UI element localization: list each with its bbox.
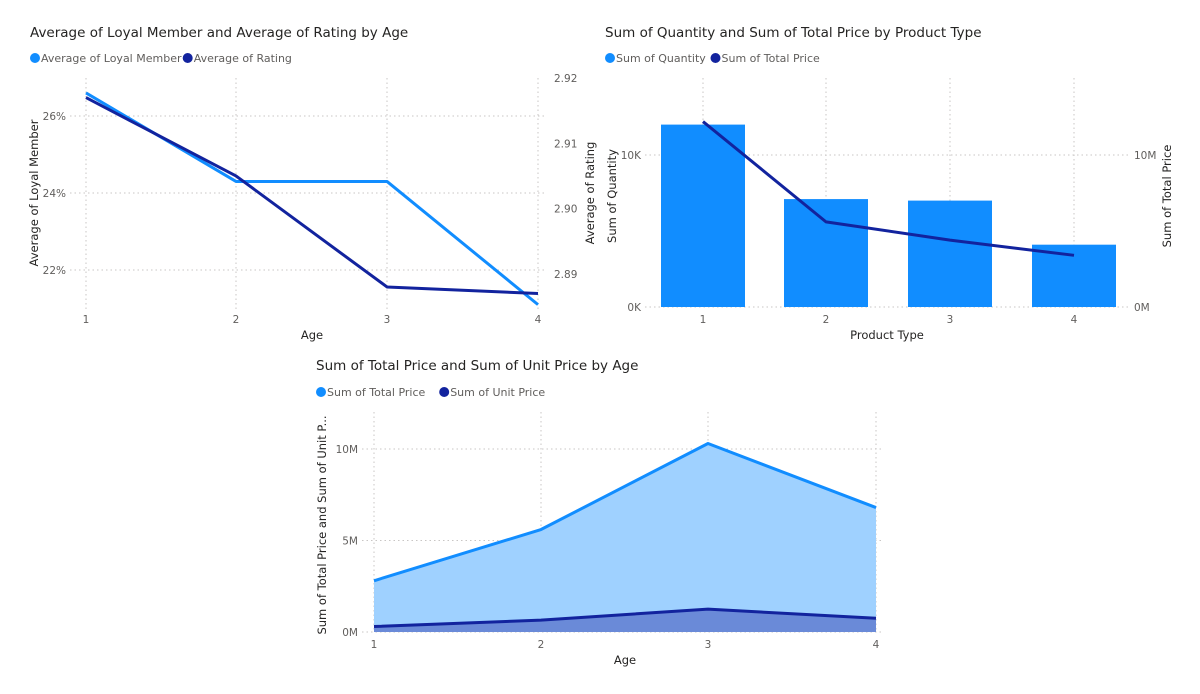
y-axis-title: Sum of Quantity [605, 149, 619, 243]
legend-item[interactable]: Average of Loyal Member [30, 52, 182, 65]
legend-item[interactable]: Sum of Quantity [605, 52, 706, 65]
x-axis-title: Product Type [850, 328, 924, 342]
x-tick-label: 1 [83, 314, 90, 326]
y-tick-label: 5M [342, 536, 358, 548]
chart-quantity-price-by-product-type: Sum of Quantity and Sum of Total Price b… [605, 25, 1174, 342]
legend-label: Sum of Total Price [327, 386, 426, 399]
x-tick-label: 4 [1071, 314, 1078, 326]
x-tick-label: 3 [947, 314, 954, 326]
y2-tick-label: 2.89 [554, 269, 577, 281]
legend-label: Sum of Quantity [616, 52, 706, 65]
legend-marker [316, 387, 326, 397]
legend-label: Sum of Unit Price [450, 386, 545, 399]
x-tick-label: 4 [873, 639, 880, 651]
y-tick-label: 10K [621, 150, 642, 162]
chart-title: Sum of Total Price and Sum of Unit Price… [316, 358, 638, 374]
y-tick-label: 26% [43, 111, 66, 123]
series-line-total-price [702, 120, 1075, 257]
y-tick-label: 0K [627, 302, 642, 314]
x-tick-label: 2 [233, 314, 240, 326]
y-tick-label: 24% [43, 188, 66, 200]
area-total-price [374, 443, 876, 632]
chart-title: Average of Loyal Member and Average of R… [30, 25, 408, 41]
chart-loyal-rating-by-age: Average of Loyal Member and Average of R… [27, 25, 597, 342]
legend-marker [710, 53, 721, 63]
x-tick-label: 3 [705, 639, 712, 651]
y-axis-title: Average of Loyal Member [27, 119, 41, 266]
series-line-total-price [373, 442, 877, 583]
y2-tick-label: 2.90 [554, 204, 577, 216]
bar-quantity[interactable] [784, 199, 868, 307]
legend-marker [605, 53, 615, 63]
y2-tick-label: 10M [1134, 150, 1156, 162]
bar-quantity[interactable] [661, 124, 745, 307]
series-line-rating [85, 96, 539, 295]
x-tick-label: 1 [700, 314, 707, 326]
legend-item[interactable]: Sum of Total Price [710, 52, 821, 65]
y2-tick-label: 2.92 [554, 73, 577, 85]
legend-item[interactable]: Average of Rating [182, 52, 292, 65]
legend-item[interactable]: Sum of Total Price [316, 386, 426, 399]
legend-label: Average of Rating [194, 52, 292, 65]
x-tick-label: 4 [535, 314, 542, 326]
y2-axis-title: Average of Rating [583, 142, 597, 245]
x-tick-label: 2 [538, 639, 545, 651]
legend-label: Sum of Total Price [722, 52, 821, 65]
y2-tick-label: 0M [1134, 302, 1150, 314]
y-tick-label: 22% [43, 265, 66, 277]
x-tick-label: 3 [384, 314, 391, 326]
series-line-loyal-member [85, 91, 539, 306]
legend-marker [30, 53, 40, 63]
legend-marker [439, 387, 450, 397]
legend-label: Average of Loyal Member [41, 52, 182, 65]
y-tick-label: 0M [342, 627, 358, 639]
y-tick-label: 10M [336, 444, 358, 456]
y2-tick-label: 2.91 [554, 138, 577, 150]
x-axis-title: Age [301, 328, 323, 342]
x-tick-label: 1 [371, 639, 378, 651]
series-line-unit-price [373, 607, 877, 629]
legend-marker [182, 53, 193, 63]
y2-axis-title: Sum of Total Price [1160, 145, 1174, 248]
legend-item[interactable]: Sum of Unit Price [439, 386, 545, 399]
area-unit-price [374, 609, 876, 632]
y-axis-title: Sum of Total Price and Sum of Unit P... [315, 415, 329, 634]
bar-quantity[interactable] [908, 200, 992, 307]
chart-total-unit-price-by-age: Sum of Total Price and Sum of Unit Price… [315, 358, 884, 667]
x-axis-title: Age [614, 653, 636, 667]
chart-title: Sum of Quantity and Sum of Total Price b… [605, 25, 982, 41]
x-tick-label: 2 [823, 314, 830, 326]
